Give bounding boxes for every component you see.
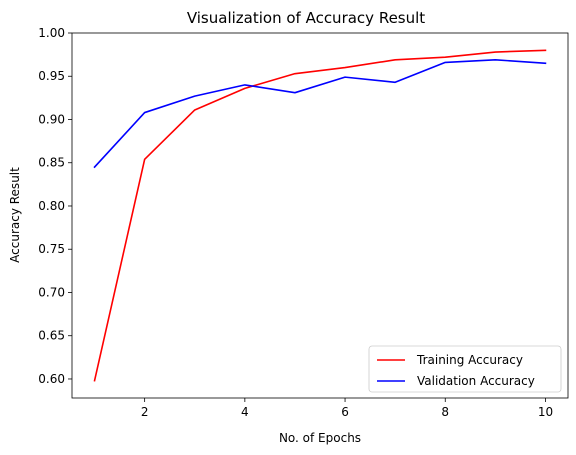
y-tick-label: 0.90 (38, 112, 65, 126)
y-axis-ticks: 0.60 0.65 0.70 0.75 0.80 0.85 0.90 0.95 1.00 (38, 26, 72, 386)
legend: Training Accuracy Validation Accuracy (369, 346, 561, 392)
plot-area (72, 33, 568, 398)
y-tick-label: 0.85 (38, 156, 65, 170)
y-tick-label: 0.70 (38, 285, 65, 299)
chart-title: Visualization of Accuracy Result (187, 9, 425, 27)
x-tick-label: 6 (341, 405, 349, 419)
legend-label-training: Training Accuracy (416, 353, 523, 367)
y-tick-label: 0.80 (38, 199, 65, 213)
y-tick-label: 0.75 (38, 242, 65, 256)
y-tick-label: 0.65 (38, 329, 65, 343)
y-axis-label: Accuracy Result (8, 167, 22, 263)
x-tick-label: 2 (141, 405, 149, 419)
x-tick-label: 10 (538, 405, 553, 419)
x-axis-ticks: 2 4 6 8 10 (141, 398, 553, 419)
x-tick-label: 4 (241, 405, 249, 419)
y-tick-label: 0.60 (38, 372, 65, 386)
x-axis-label: No. of Epochs (279, 431, 361, 445)
x-tick-label: 8 (441, 405, 449, 419)
y-tick-label: 0.95 (38, 69, 65, 83)
y-tick-label: 1.00 (38, 26, 65, 40)
legend-label-validation: Validation Accuracy (417, 374, 535, 388)
